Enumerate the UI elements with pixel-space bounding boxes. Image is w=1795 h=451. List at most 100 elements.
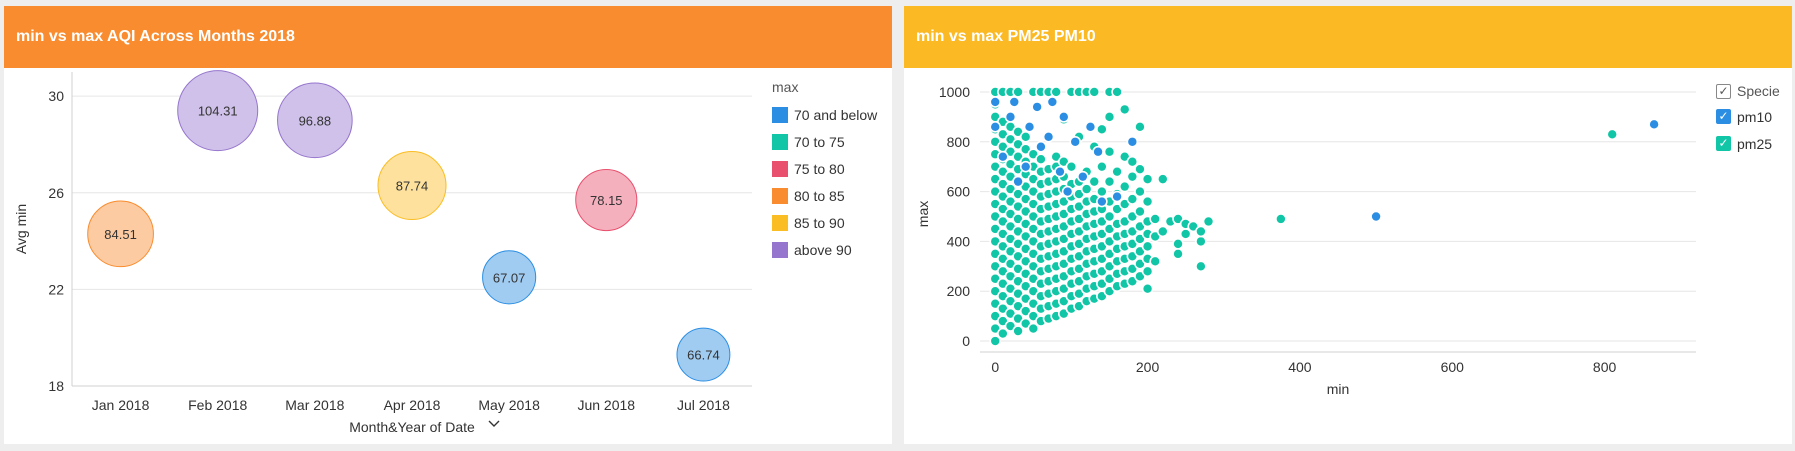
- specie-legend-item[interactable]: ✓ pm10: [1716, 103, 1780, 130]
- pm10-point[interactable]: [1019, 160, 1032, 173]
- pm10-point[interactable]: [1084, 121, 1097, 133]
- pm10-point[interactable]: [989, 96, 1002, 108]
- bubble-label: 66.74: [687, 348, 720, 363]
- pm10-point[interactable]: [1023, 121, 1036, 133]
- bubble-legend-item[interactable]: 75 to 80: [772, 155, 877, 182]
- pm25-point[interactable]: [1149, 213, 1161, 225]
- pm25-point[interactable]: [1111, 165, 1123, 178]
- pm10-point[interactable]: [1031, 101, 1043, 113]
- pm25-point[interactable]: [1012, 325, 1024, 337]
- pm25-point[interactable]: [1134, 121, 1146, 133]
- pm10-point[interactable]: [1111, 190, 1123, 203]
- pm25-point[interactable]: [1035, 153, 1047, 166]
- pm10-point[interactable]: [1096, 195, 1108, 208]
- pm25-point[interactable]: [1134, 185, 1146, 198]
- bubble-mark[interactable]: [277, 82, 353, 159]
- pm25-point[interactable]: [1275, 213, 1287, 225]
- bubble-mark[interactable]: [676, 327, 731, 382]
- pm25-point[interactable]: [1111, 86, 1123, 98]
- specie-legend-title[interactable]: ✓ Specie: [1716, 79, 1780, 103]
- pm10-point[interactable]: [1054, 165, 1066, 178]
- pm25-point[interactable]: [1096, 123, 1108, 136]
- pm25-point[interactable]: [1103, 210, 1116, 223]
- pm25-point[interactable]: [1172, 238, 1184, 250]
- pm25-point[interactable]: [1103, 175, 1116, 188]
- pm25-point[interactable]: [1126, 193, 1139, 205]
- pm25-point[interactable]: [1157, 225, 1169, 238]
- pm25-point[interactable]: [1103, 111, 1116, 123]
- pm25-point[interactable]: [1149, 255, 1161, 268]
- pm10-point[interactable]: [1370, 210, 1382, 223]
- pm10-point[interactable]: [1008, 96, 1021, 108]
- pm25-point[interactable]: [1141, 282, 1154, 295]
- bubble-mark[interactable]: [377, 151, 447, 221]
- bubble-legend-item[interactable]: 80 to 85: [772, 182, 877, 209]
- checkbox-icon[interactable]: ✓: [1716, 83, 1731, 99]
- pm25-point[interactable]: [1172, 248, 1184, 260]
- bubble-label: 104.31: [198, 104, 238, 119]
- pm25-point[interactable]: [1012, 86, 1024, 98]
- pm10-point[interactable]: [1012, 175, 1024, 188]
- scatter-chart[interactable]: 0 200 400 600 800 1000 0 200 400 600 800 max min: [904, 68, 1792, 444]
- pm25-point[interactable]: [1202, 215, 1215, 228]
- pm25-point[interactable]: [1027, 322, 1040, 335]
- pm25-point[interactable]: [1118, 180, 1131, 193]
- chevron-down-icon[interactable]: [488, 420, 500, 427]
- pm10-point[interactable]: [1092, 145, 1104, 158]
- pm25-point[interactable]: [1606, 128, 1619, 141]
- pm25-point[interactable]: [1088, 175, 1101, 188]
- pm10-point[interactable]: [1042, 130, 1055, 143]
- checkbox-icon[interactable]: ✓: [1716, 136, 1731, 151]
- pm25-point[interactable]: [997, 327, 1009, 340]
- pm10-point[interactable]: [1004, 111, 1017, 123]
- x-tick-label: May 2018: [478, 397, 540, 413]
- pm25-point[interactable]: [1088, 86, 1101, 98]
- pm10-point[interactable]: [1069, 135, 1082, 148]
- pm25-point[interactable]: [1096, 160, 1108, 173]
- pm10-point[interactable]: [1648, 118, 1660, 131]
- pm25-point[interactable]: [1195, 235, 1207, 248]
- pm25-point[interactable]: [1118, 103, 1131, 116]
- pm25-point[interactable]: [1195, 225, 1207, 238]
- pm25-point[interactable]: [1126, 170, 1139, 183]
- pm10-point[interactable]: [1077, 170, 1089, 183]
- pm25-point[interactable]: [1080, 183, 1093, 195]
- legend-swatch: [772, 160, 788, 177]
- pm25-point[interactable]: [1096, 185, 1108, 198]
- bubble-legend-item[interactable]: 70 and below: [772, 101, 877, 128]
- pm10-point[interactable]: [1057, 111, 1070, 123]
- bubble-mark[interactable]: [482, 250, 537, 305]
- pm10-point[interactable]: [1035, 140, 1047, 153]
- pm10-point[interactable]: [1126, 135, 1139, 148]
- pm25-point[interactable]: [1134, 163, 1146, 175]
- bubble-mark[interactable]: [575, 168, 638, 232]
- pm25-point[interactable]: [1141, 240, 1154, 253]
- pm10-point[interactable]: [997, 150, 1009, 163]
- pm25-point[interactable]: [1141, 173, 1154, 185]
- bubble-mark[interactable]: [177, 70, 259, 152]
- x-axis-label[interactable]: Month&Year of Date: [349, 419, 475, 435]
- pm25-point[interactable]: [1019, 130, 1032, 143]
- pm25-point[interactable]: [1134, 205, 1146, 218]
- pm10-point[interactable]: [1061, 185, 1074, 198]
- pm25-point[interactable]: [989, 335, 1002, 347]
- right-chart-panel: min vs max PM25 PM10 0 200 400 600 800 1000 0 2…: [904, 6, 1792, 444]
- pm10-point[interactable]: [989, 121, 1002, 133]
- pm25-point[interactable]: [1195, 260, 1207, 273]
- checkbox-icon[interactable]: ✓: [1716, 109, 1731, 124]
- pm25-point[interactable]: [1065, 160, 1078, 173]
- pm25-point[interactable]: [1126, 155, 1139, 168]
- pm25-point[interactable]: [1050, 86, 1062, 98]
- bubble-mark[interactable]: [87, 200, 154, 268]
- bubble-legend-item[interactable]: 85 to 90: [772, 209, 877, 236]
- bubble-chart[interactable]: 18 22 26 30 Avg min 84.51 Jan 2018 104.31 Feb 20…: [4, 68, 892, 444]
- specie-legend-item[interactable]: ✓ pm25: [1716, 130, 1780, 157]
- y-tick-label: 18: [48, 378, 64, 394]
- pm25-point[interactable]: [1103, 145, 1116, 158]
- pm25-point[interactable]: [1141, 265, 1154, 278]
- bubble-legend-item[interactable]: above 90: [772, 236, 877, 263]
- bubble-legend-item[interactable]: 70 to 75: [772, 128, 877, 155]
- pm10-point[interactable]: [1046, 96, 1059, 108]
- pm25-point[interactable]: [1141, 195, 1154, 208]
- pm25-point[interactable]: [1157, 173, 1169, 185]
